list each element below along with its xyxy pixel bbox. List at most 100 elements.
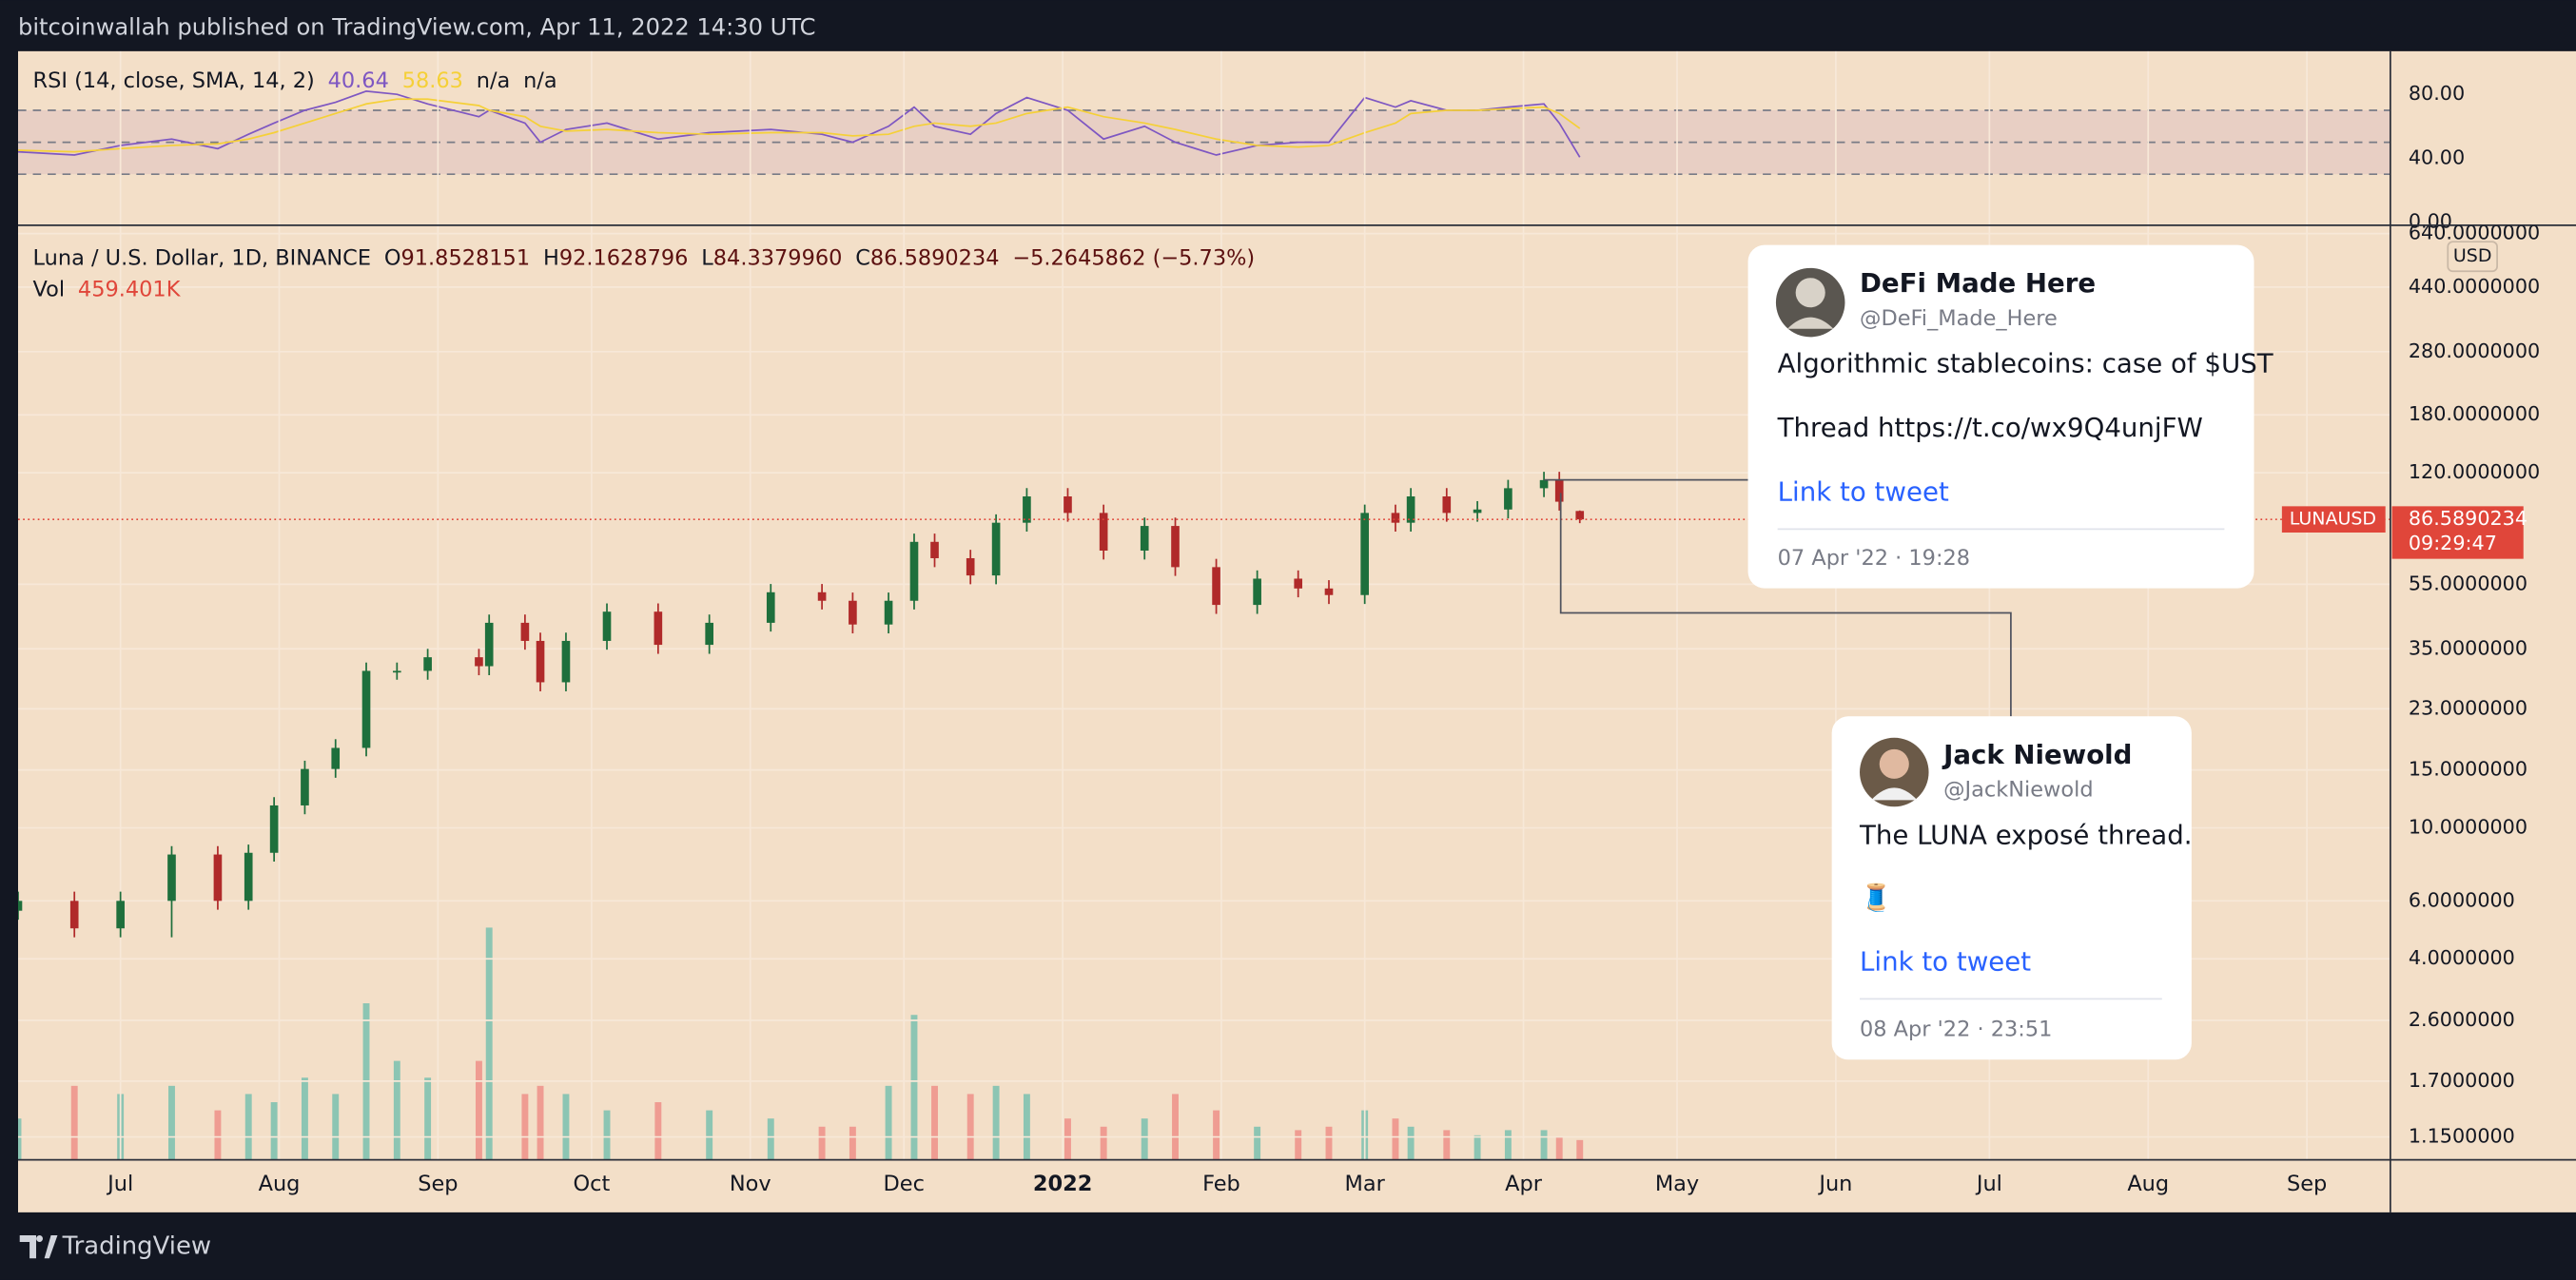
volume-bar (1392, 1118, 1399, 1160)
candle-body (602, 611, 612, 641)
y-tick-label: 35.0000000 (2409, 636, 2527, 659)
plot (17, 50, 2391, 1160)
volume-bar (17, 1118, 22, 1160)
volume-bar (562, 1094, 570, 1160)
avatar (1879, 748, 1909, 779)
candle-body (361, 670, 371, 748)
publisher: bitcoinwallah published on TradingView.c… (18, 14, 816, 41)
volume-bar (270, 1102, 278, 1160)
volume-bar (1100, 1126, 1107, 1160)
candle-body (654, 611, 663, 646)
volume-bar (424, 1077, 432, 1160)
candle-body (520, 622, 530, 641)
x-tick-label: Dec (884, 1172, 925, 1196)
tweet-text: The LUNA exposé thread. (1859, 819, 2193, 850)
candle-body (705, 622, 713, 646)
volume-bar (1023, 1094, 1030, 1160)
y-tick-label: 55.0000000 (2409, 572, 2527, 594)
candle-body (1171, 526, 1180, 568)
candle-body (849, 600, 857, 625)
volume-bar (1172, 1094, 1179, 1160)
candle-body (536, 640, 545, 683)
volume-bar (1473, 1135, 1481, 1160)
legend-value: n/a (477, 68, 511, 92)
y-tick-label: 15.0000000 (2409, 758, 2527, 781)
ohlc-key: C (855, 245, 870, 270)
y-tick-label: 80.00 (2409, 82, 2465, 105)
price-label: 86.5890234 (2409, 507, 2527, 530)
avatar (1795, 278, 1825, 308)
ohlc-value: 86.5890234 (870, 245, 1000, 270)
candle-body (331, 747, 341, 769)
volume-bar (1254, 1126, 1261, 1160)
author-name: Jack Niewold (1942, 739, 2132, 770)
candle-body (1504, 488, 1512, 510)
avatar (1871, 787, 1918, 801)
volume-bar (992, 1085, 1000, 1160)
candle-body (1140, 526, 1149, 552)
x-tick-label: Jun (1817, 1172, 1852, 1196)
tweet-date: 08 Apr '22 · 23:51 (1860, 1018, 2052, 1042)
candle-body (909, 541, 919, 601)
volume-bar (1141, 1118, 1148, 1160)
avatar (1787, 317, 1834, 329)
volume-bar (1540, 1130, 1548, 1160)
volume-bar (849, 1126, 856, 1160)
candle-body (116, 901, 125, 929)
brand: TradingView (62, 1232, 211, 1261)
volume-bar (1576, 1139, 1584, 1160)
candle-body (69, 901, 79, 929)
candle-body (1253, 578, 1261, 606)
tweet-link[interactable]: Link to tweet (1778, 475, 1949, 507)
volume-bar (1213, 1110, 1220, 1160)
candle-body (1473, 509, 1482, 514)
volume-bar (393, 1060, 400, 1160)
rsi-legend: RSI (14, close, SMA, 14, 2) 40.64 58.63 n/a… (33, 68, 557, 92)
candle-body (1212, 567, 1220, 606)
candle-body (1442, 496, 1452, 514)
candle-body (1324, 588, 1334, 595)
card (1831, 716, 2192, 1060)
price-axis (2390, 50, 2576, 1160)
volume-bar (485, 927, 493, 1160)
y-tick-label: 640.0000000 (2409, 222, 2540, 244)
candle-body (1064, 496, 1072, 514)
x-tick-label: May (1655, 1172, 1699, 1196)
volume-bar (706, 1110, 713, 1160)
y-tick-label: 180.0000000 (2409, 402, 2540, 425)
candle-body (1023, 496, 1031, 523)
x-tick-label: Sep (418, 1172, 458, 1196)
volume-bar (1064, 1118, 1071, 1160)
x-tick-label: Aug (259, 1172, 301, 1196)
volume-bar (966, 1094, 974, 1160)
candle-body (484, 622, 494, 667)
volume-bar (214, 1110, 222, 1160)
volume-bar (70, 1085, 78, 1160)
candle-body (966, 557, 975, 576)
volume-bar (931, 1085, 938, 1160)
tweet-link[interactable]: Link to tweet (1860, 945, 2031, 977)
volume-bar (168, 1085, 175, 1160)
tweet-text: Thread https://t.co/wx9Q4unjFW (1777, 412, 2203, 443)
candle-body (766, 592, 775, 623)
legend-value: 40.64 (328, 68, 389, 92)
candle-body (930, 541, 939, 558)
candle-body (1391, 513, 1400, 523)
card (1747, 244, 2254, 589)
x-tick-label: Apr (1505, 1172, 1543, 1196)
countdown: 09:29:47 (2409, 532, 2497, 554)
volume-bar (244, 1094, 252, 1160)
y-tick-label: 40.00 (2409, 145, 2465, 168)
volume-bar (1325, 1126, 1333, 1160)
volume-bar (654, 1102, 662, 1160)
volume-bar (537, 1085, 544, 1160)
candle-body (991, 522, 1001, 576)
legend-title: Luna / U.S. Dollar, 1D, BINANCE (33, 245, 371, 270)
overlay: Vol 459.401K 80.00 40.00 0.00 RSI (14, close,… (33, 68, 2541, 1196)
legend-title: Vol (33, 277, 66, 301)
y-tick-label: 23.0000000 (2409, 696, 2527, 719)
candle-body (17, 901, 23, 911)
tweet-date: 07 Apr '22 · 19:28 (1778, 546, 1970, 571)
volume-bar (910, 1015, 918, 1160)
price-tag (2391, 506, 2524, 559)
